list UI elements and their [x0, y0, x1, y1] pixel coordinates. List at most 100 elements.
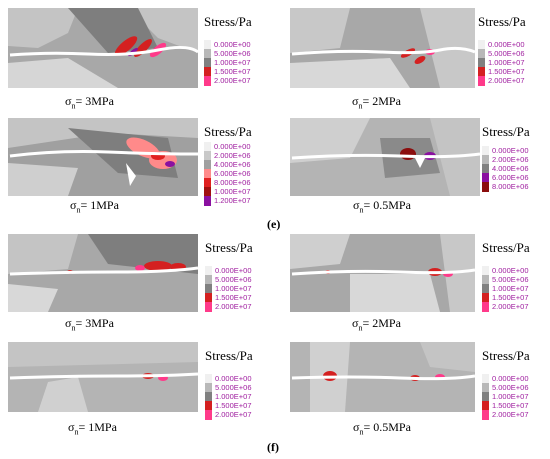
legend-title: Stress/Pa [205, 240, 253, 255]
legend-swatch [205, 293, 212, 303]
legend-value: 4.000E+06 [214, 160, 251, 169]
legend-swatch [478, 40, 485, 50]
legend-swatch [478, 49, 485, 59]
legend-value: 2.000E+07 [215, 410, 252, 419]
sigma-symbol: σ [352, 94, 359, 108]
legend-swatch [482, 173, 489, 183]
legend-value: 2.000E+07 [488, 76, 525, 85]
legend-swatch [204, 169, 211, 179]
legend-swatch [482, 374, 489, 384]
normal-stress-caption: σn= 1MPa [68, 420, 117, 436]
legend-swatch [482, 302, 489, 312]
legend-value: 5.000E+06 [488, 49, 525, 58]
normal-stress-caption: σn= 3MPa [65, 316, 114, 332]
sigma-subscript: n [358, 101, 363, 111]
caption-value: = 2MPa [362, 94, 401, 108]
sigma-symbol: σ [353, 420, 360, 434]
legend-value: 2.000E+07 [215, 302, 252, 311]
sigma-subscript: n [359, 205, 364, 215]
legend-value: 1.000E+07 [215, 392, 252, 401]
legend-value: 5.000E+06 [214, 49, 251, 58]
sigma-subscript: n [71, 323, 76, 333]
legend-swatch [204, 49, 211, 59]
stress-contour-plot [290, 118, 480, 196]
legend-swatch [482, 410, 489, 420]
legend-swatch [478, 67, 485, 77]
legend-value: 1.500E+07 [214, 67, 251, 76]
stress-contour-plot [8, 8, 198, 88]
sigma-symbol: σ [70, 198, 77, 212]
legend-value: 8.000E+06 [214, 178, 251, 187]
sigma-symbol: σ [65, 316, 72, 330]
legend-swatch [204, 142, 211, 152]
legend-value: 5.000E+06 [215, 275, 252, 284]
caption-value: = 1MPa [78, 420, 117, 434]
legend-value: 4.000E+06 [492, 164, 529, 173]
legend-swatch [482, 146, 489, 156]
caption-value: = 0.5MPa [363, 198, 411, 212]
legend-value: 0.000E+00 [214, 142, 251, 151]
normal-stress-caption: σn= 3MPa [65, 94, 114, 110]
legend-value: 0.000E+00 [492, 146, 529, 155]
legend-value: 0.000E+00 [214, 40, 251, 49]
legend-value: 1.500E+07 [488, 67, 525, 76]
normal-stress-caption: σn= 1MPa [70, 198, 119, 214]
legend-value: 5.000E+06 [492, 383, 529, 392]
legend-value: 0.000E+00 [492, 266, 529, 275]
caption-value: = 3MPa [75, 94, 114, 108]
stress-contour-plot [8, 118, 198, 196]
legend-swatch [204, 40, 211, 50]
legend-swatch [478, 76, 485, 86]
sigma-subscript: n [358, 323, 363, 333]
legend-swatch [205, 266, 212, 276]
legend-swatch [204, 76, 211, 86]
legend-title: Stress/Pa [204, 14, 252, 29]
legend-value: 1.200E+07 [214, 196, 251, 205]
group-label-f: (f) [267, 440, 279, 454]
legend-value: 2.000E+07 [214, 76, 251, 85]
legend-value: 0.000E+00 [215, 266, 252, 275]
legend-value: 2.000E+07 [492, 302, 529, 311]
legend-title: Stress/Pa [482, 124, 530, 139]
legend-swatch [205, 383, 212, 393]
legend-swatch [205, 275, 212, 285]
sigma-symbol: σ [65, 94, 72, 108]
sigma-symbol: σ [352, 316, 359, 330]
sigma-subscript: n [74, 427, 79, 437]
legend-value: 2.000E+06 [492, 155, 529, 164]
legend-title: Stress/Pa [478, 14, 526, 29]
legend-value: 0.000E+00 [492, 374, 529, 383]
legend-swatch [482, 266, 489, 276]
stress-contour-plot [290, 8, 475, 88]
sigma-symbol: σ [68, 420, 75, 434]
legend-swatch [482, 284, 489, 294]
legend-value: 1.500E+07 [215, 401, 252, 410]
normal-stress-caption: σn= 0.5MPa [353, 420, 411, 436]
stress-contour-plot [8, 342, 198, 412]
legend-swatch [482, 155, 489, 165]
legend-value: 6.000E+06 [214, 169, 251, 178]
stress-contour-plot [290, 342, 475, 412]
legend-swatch [204, 196, 211, 206]
legend-value: 1.500E+07 [492, 401, 529, 410]
legend-title: Stress/Pa [204, 124, 252, 139]
legend-swatch [478, 58, 485, 68]
legend-swatch [205, 401, 212, 411]
stress-legend: Stress/Pa 0.000E+00 5.000E+06 1.000E+07 1.5… [482, 348, 550, 430]
stress-legend: Stress/Pa 0.000E+00 5.000E+06 1.000E+07 1.5… [478, 14, 550, 96]
legend-value: 5.000E+06 [492, 275, 529, 284]
legend-swatch [482, 182, 489, 192]
stress-legend: Stress/Pa 0.000E+00 5.000E+06 1.000E+07 1.5… [205, 348, 285, 430]
legend-value: 1.000E+07 [492, 284, 529, 293]
legend-value: 6.000E+06 [492, 173, 529, 182]
legend-swatch [204, 67, 211, 77]
stress-legend: Stress/Pa 0.000E+00 5.000E+06 1.000E+07 1.5… [482, 240, 550, 322]
legend-value: 1.000E+07 [214, 187, 251, 196]
sigma-subscript: n [76, 205, 81, 215]
legend-swatch [482, 392, 489, 402]
stress-legend: Stress/Pa 0.000E+00 5.000E+06 1.000E+07 1.5… [205, 240, 285, 322]
caption-value: = 3MPa [75, 316, 114, 330]
stress-legend: Stress/Pa 0.000E+00 5.000E+06 1.000E+07 1.5… [200, 14, 280, 96]
normal-stress-caption: σn= 0.5MPa [353, 198, 411, 214]
legend-value: 1.500E+07 [492, 293, 529, 302]
